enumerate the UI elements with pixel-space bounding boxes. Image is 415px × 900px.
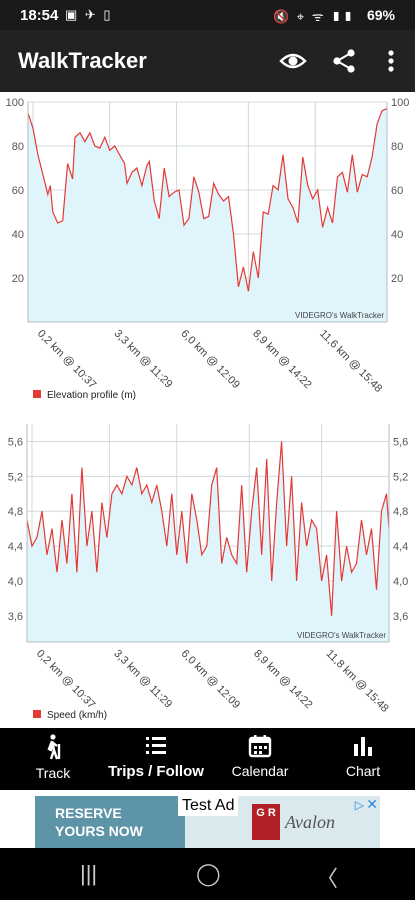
- y-tick-label-right: 5,2: [393, 471, 408, 483]
- app-bar: WalkTracker: [0, 30, 415, 92]
- y-tick-label-left: 20: [12, 273, 24, 285]
- ad-left-panel[interactable]: RESERVE YOURS NOW: [35, 796, 185, 848]
- y-tick-label-left: 5,2: [8, 471, 23, 483]
- back-button[interactable]: 〈: [316, 866, 339, 891]
- nav-trips-follow[interactable]: Trips / Follow: [108, 734, 204, 780]
- chart-watermark: VIDEGRO's WalkTracker: [295, 311, 384, 320]
- status-right-icons: 🔇 ⌖ ᯤ ▮▮: [273, 9, 355, 24]
- adchoices-icon[interactable]: ▷: [354, 798, 364, 812]
- x-tick-label: 0,2 km @ 10:37: [35, 328, 99, 392]
- y-tick-label-right: 100: [391, 97, 409, 109]
- status-left-icons: ▣ ✈ ▯: [65, 7, 113, 22]
- legend-label: Speed (km/h): [47, 710, 107, 721]
- legend-swatch: [33, 390, 41, 398]
- y-tick-label-left: 4,8: [8, 506, 23, 518]
- y-tick-label-right: 60: [391, 185, 403, 197]
- list-icon: [146, 737, 166, 754]
- hiker-icon: [47, 734, 61, 760]
- x-tick-label: 3,3 km @ 11:29: [111, 648, 174, 711]
- test-ad-label: Test Ad: [178, 796, 239, 816]
- ad-banner[interactable]: RESERVE YOURS NOW Test Ad G R Avalon ▷ ✕: [35, 796, 380, 848]
- y-tick-label-left: 3,6: [8, 611, 23, 623]
- ad-close-icon[interactable]: ✕: [366, 796, 378, 812]
- app-title: WalkTracker: [18, 48, 147, 73]
- x-tick-label: 6,0 km @ 12:09: [178, 328, 242, 392]
- y-tick-label-right: 4,4: [393, 541, 408, 553]
- nav-label-trips-follow: Trips / Follow: [108, 763, 204, 780]
- series-line: [27, 108, 388, 292]
- bar-chart-icon: [354, 737, 372, 756]
- x-tick-label: 11,6 km @ 15:48: [317, 328, 384, 395]
- ad-brand: Avalon: [285, 812, 335, 832]
- area-fill: [28, 108, 387, 322]
- y-tick-label-right: 20: [391, 273, 403, 285]
- legend-swatch: [33, 710, 41, 718]
- y-tick-label-left: 4,4: [8, 541, 23, 553]
- nav-label-chart: Chart: [345, 763, 381, 779]
- share-icon[interactable]: [330, 48, 358, 74]
- nav-track[interactable]: Track: [33, 734, 73, 781]
- area-fill: [27, 441, 389, 642]
- recents-button[interactable]: |||: [80, 861, 98, 886]
- y-tick-label-left: 40: [12, 229, 24, 241]
- y-tick-label-right: 3,6: [393, 611, 408, 623]
- more-vert-icon[interactable]: [377, 48, 405, 74]
- battery-level: 69%: [366, 7, 395, 23]
- series-line: [26, 441, 390, 616]
- y-tick-label-left: 80: [12, 141, 24, 153]
- bottom-nav: Track Trips / Follow Calendar Chart: [0, 728, 415, 790]
- nav-calendar[interactable]: Calendar: [230, 734, 290, 779]
- status-time: 18:54: [20, 7, 59, 24]
- y-tick-label-right: 40: [391, 229, 403, 241]
- legend-label: Elevation profile (m): [47, 390, 136, 401]
- calendar-icon: [248, 735, 272, 758]
- charts-container: 20 20 40 40 60 60 80 80 100 100 0,2 km @ 10:37 3,3 …: [0, 92, 415, 728]
- x-tick-label: 8,9 km @ 14:22: [250, 328, 314, 392]
- x-tick-label: 3,3 km @ 11:29: [112, 328, 175, 391]
- y-tick-label-left: 4,0: [8, 576, 23, 588]
- y-tick-label-left: 100: [6, 97, 24, 109]
- chart-2: 3,6 3,6 4,0 4,0 4,4 4,4 4,8 4,8 5,2 5,2 5,6 5,6 0,2 …: [8, 424, 408, 721]
- home-button[interactable]: ◯: [196, 861, 221, 886]
- y-tick-label-left: 60: [12, 185, 24, 197]
- nav-label-calendar: Calendar: [231, 763, 289, 779]
- nav-chart[interactable]: Chart: [343, 734, 383, 779]
- x-tick-label: 11,8 km @ 15:48: [323, 648, 390, 715]
- y-tick-label-right: 5,6: [393, 436, 408, 448]
- x-tick-label: 8,9 km @ 14:22: [251, 648, 315, 712]
- status-bar: 18:54 ▣ ✈ ▯ 🔇 ⌖ ᯤ ▮▮ 69%: [0, 0, 415, 30]
- ad-text-line1: RESERVE: [55, 805, 122, 821]
- y-tick-label-left: 5,6: [8, 436, 23, 448]
- y-tick-label-right: 4,0: [393, 576, 408, 588]
- system-nav: ||| ◯ 〈: [0, 848, 415, 900]
- chart-watermark: VIDEGRO's WalkTracker: [297, 631, 386, 640]
- y-tick-label-right: 80: [391, 141, 403, 153]
- y-tick-label-right: 4,8: [393, 506, 408, 518]
- nav-label-track: Track: [35, 765, 71, 781]
- eye-icon[interactable]: [279, 48, 307, 74]
- x-tick-label: 6,0 km @ 12:09: [179, 648, 243, 712]
- x-tick-label: 0,2 km @ 10:37: [34, 648, 98, 712]
- ad-logo: G R: [252, 804, 280, 840]
- chart-1: 20 20 40 40 60 60 80 80 100 100 0,2 km @ 10:37 3,3 …: [6, 97, 410, 401]
- ad-text-line2: YOURS NOW: [55, 823, 143, 839]
